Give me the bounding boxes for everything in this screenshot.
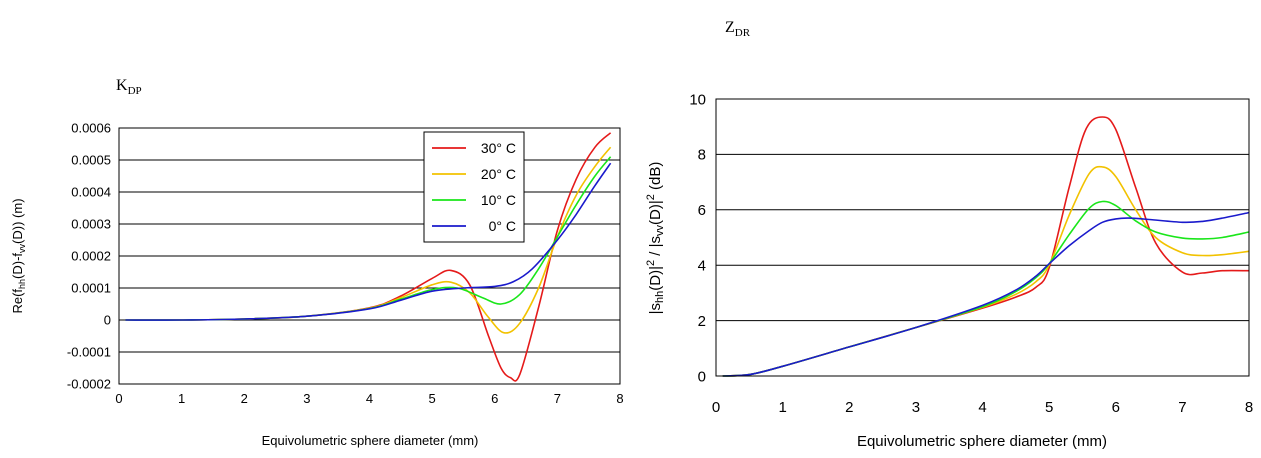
zdr-series-lines [722, 116, 1250, 377]
kdp-x-tick-label: 6 [491, 391, 498, 406]
kdp-y-tick-label: 0.0002 [71, 249, 111, 264]
kdp-y-tick-label: -0.0002 [67, 377, 111, 392]
zdr-y-tick-labels: 0 2 4 6 8 10 [689, 91, 706, 385]
kdp-legend-label: 30° C [481, 140, 516, 156]
kdp-x-tick-label: 5 [429, 391, 436, 406]
zdr-x-tick-label: 8 [1245, 399, 1253, 416]
zdr-series-line-2 [722, 200, 1250, 377]
zdr-x-tick-label: 7 [1178, 399, 1186, 416]
kdp-y-tick-label: -0.0001 [67, 345, 111, 360]
zdr-y-tick-label: 0 [698, 368, 706, 385]
kdp-legend-box [423, 131, 525, 243]
kdp-y-tick-label: 0.0005 [71, 153, 111, 168]
zdr-chart-title: ZDR [725, 19, 751, 39]
kdp-y-tick-label: 0.0001 [71, 281, 111, 296]
zdr-y-tick-label: 6 [698, 202, 706, 219]
zdr-x-tick-label: 4 [978, 399, 986, 416]
zdr-x-tick-label: 3 [912, 399, 920, 416]
kdp-series-lines [125, 132, 612, 382]
kdp-y-tick-label: 0 [104, 313, 111, 328]
zdr-y-tick-label: 4 [698, 257, 706, 274]
kdp-y-tick-label: 0.0004 [71, 185, 111, 200]
zdr-series-line-1 [722, 165, 1250, 377]
kdp-chart: KDP -0.0002 -0.0001 0 0.0001 0.0002 0.0003 0.0… [10, 77, 624, 448]
zdr-y-tick-label: 2 [698, 313, 706, 330]
kdp-y-tick-label: 0.0003 [71, 217, 111, 232]
kdp-series-line-0 [125, 132, 612, 382]
kdp-legend-label: 0° C [489, 218, 516, 234]
kdp-legend-entries: 30° C 20° C 10° C 0° C [432, 140, 516, 234]
kdp-legend: 30° C 20° C 10° C 0° C [423, 131, 525, 243]
zdr-y-axis-label: |shh(D)|2 / |svv(D)|2 (dB) [645, 162, 666, 315]
kdp-x-tick-labels: 0 1 2 3 4 5 6 7 8 [115, 391, 623, 406]
kdp-legend-label: 10° C [481, 192, 516, 208]
zdr-x-tick-label: 2 [845, 399, 853, 416]
kdp-x-tick-label: 1 [178, 391, 185, 406]
kdp-series-line-3 [125, 162, 612, 321]
zdr-x-tick-label: 5 [1045, 399, 1053, 416]
zdr-x-axis-label: Equivolumetric sphere diameter (mm) [857, 433, 1107, 450]
kdp-x-tick-label: 8 [616, 391, 623, 406]
kdp-x-tick-label: 0 [115, 391, 122, 406]
zdr-chart: ZDR 0 2 4 6 8 10 0 1 2 3 4 5 6 7 8 Equivolumetric sph… [645, 19, 1253, 450]
zdr-y-tick-label: 10 [689, 91, 706, 108]
kdp-series-line-1 [125, 146, 612, 334]
kdp-series-line-2 [125, 156, 612, 321]
kdp-x-axis-label: Equivolumetric sphere diameter (mm) [262, 433, 479, 448]
zdr-x-tick-labels: 0 1 2 3 4 5 6 7 8 [712, 399, 1253, 416]
kdp-chart-title: KDP [116, 77, 142, 97]
kdp-legend-label: 20° C [481, 166, 516, 182]
kdp-plot-frame [118, 127, 621, 385]
kdp-x-tick-label: 7 [554, 391, 561, 406]
kdp-x-tick-label: 2 [241, 391, 248, 406]
zdr-gridlines [716, 98, 1249, 377]
kdp-y-tick-labels: -0.0002 -0.0001 0 0.0001 0.0002 0.0003 0.0004 0… [67, 121, 111, 392]
kdp-x-tick-label: 3 [303, 391, 310, 406]
zdr-plot-frame [715, 98, 1250, 377]
zdr-x-tick-label: 6 [1112, 399, 1120, 416]
zdr-x-tick-label: 1 [778, 399, 786, 416]
kdp-x-tick-label: 4 [366, 391, 373, 406]
zdr-series-line-3 [722, 211, 1250, 377]
kdp-y-tick-label: 0.0006 [71, 121, 111, 136]
kdp-y-axis-label: Re(fhh(D)-fvv(D)) (m) [10, 198, 27, 313]
zdr-y-tick-label: 8 [698, 147, 706, 164]
zdr-x-tick-label: 0 [712, 399, 720, 416]
